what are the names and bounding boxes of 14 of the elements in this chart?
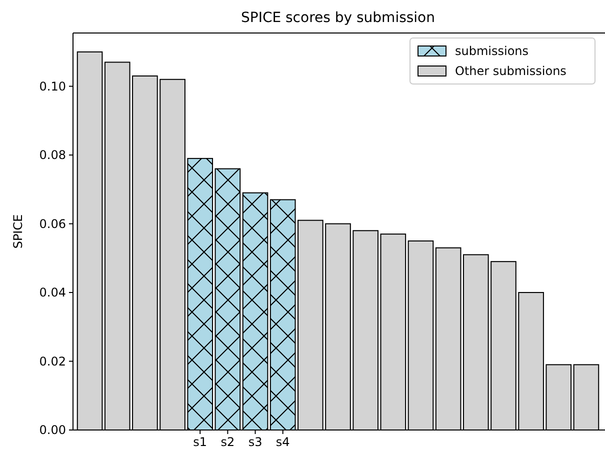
y-tick-label: 0.06: [39, 216, 66, 231]
x-tick-label: s4: [276, 435, 290, 449]
y-tick-label: 0.00: [39, 423, 66, 438]
legend-label: submissions: [455, 44, 529, 58]
y-tick-label: 0.02: [39, 354, 66, 368]
y-tick-label: 0.10: [39, 79, 66, 94]
y-tick-label: 0.04: [39, 286, 66, 300]
legend-label: Other submissions: [455, 64, 566, 78]
x-tick-label: s2: [220, 435, 235, 449]
chart-title: SPICE scores by submission: [240, 10, 436, 26]
x-tick-label: s1: [193, 435, 208, 449]
y-axis-title: SPICE: [11, 214, 25, 249]
x-tick-label: s3: [248, 435, 262, 449]
y-tick-label: 0.08: [39, 148, 66, 162]
